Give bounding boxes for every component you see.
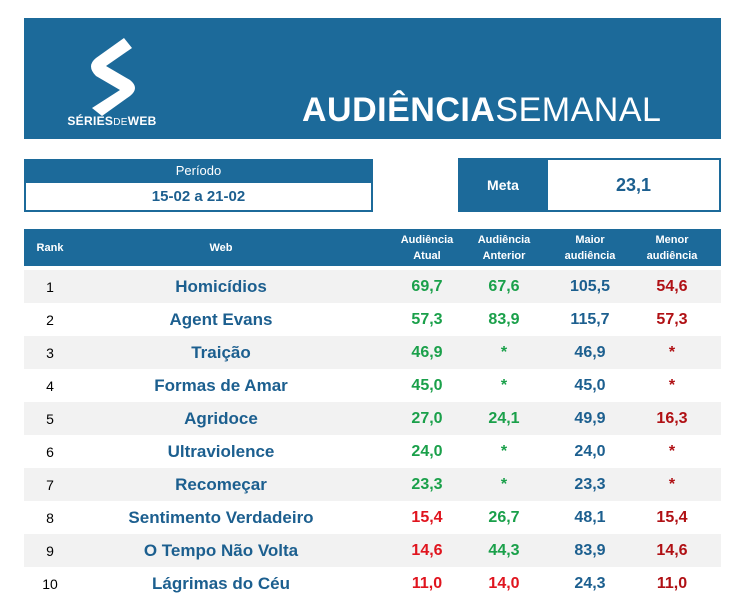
header-maior-audiencia: Maior audiência — [564, 233, 616, 262]
cell-rank: 7 — [46, 476, 54, 493]
header-audiencia-atual: Audiência Atual — [400, 233, 454, 262]
cell-audiencia-atual: 23,3 — [411, 475, 443, 493]
cell-menor-audiencia: * — [668, 376, 676, 394]
cell-menor-audiencia: 54,6 — [656, 277, 688, 295]
cell-menor-audiencia: 57,3 — [656, 310, 688, 328]
cell-audiencia-anterior: 26,7 — [488, 508, 520, 526]
logo-word-web: WEB — [127, 114, 157, 128]
cell-maior-audiencia: 45,0 — [574, 376, 606, 394]
cell-audiencia-atual: 45,0 — [411, 376, 443, 394]
cell-rank: 9 — [46, 542, 54, 559]
cell-menor-audiencia: 11,0 — [656, 574, 688, 592]
cell-maior-audiencia: 23,3 — [574, 475, 606, 493]
cell-audiencia-anterior: 83,9 — [488, 310, 520, 328]
meta-label: Meta — [487, 177, 519, 193]
cell-audiencia-atual: 46,9 — [411, 343, 443, 361]
cell-maior-audiencia: 105,5 — [569, 277, 611, 295]
title-light: SEMANAL — [495, 91, 662, 129]
page-title: AUDIÊNCIASEMANAL — [302, 91, 661, 130]
cell-web: Traição — [191, 342, 251, 362]
cell-audiencia-anterior: * — [500, 376, 508, 394]
cell-audiencia-anterior: 24,1 — [488, 409, 520, 427]
period-value: 15-02 a 21-02 — [26, 183, 371, 210]
logo-word-de: DE — [113, 117, 128, 128]
table-row: 3 Traição 46,9 * 46,9 * — [24, 336, 721, 369]
table-row: 6 Ultraviolence 24,0 * 24,0 * — [24, 435, 721, 468]
cell-maior-audiencia: 48,1 — [574, 508, 606, 526]
cell-audiencia-atual: 27,0 — [411, 409, 443, 427]
header-audiencia-anterior: Audiência Anterior — [477, 233, 531, 262]
cell-audiencia-anterior: * — [500, 343, 508, 361]
cell-maior-audiencia: 83,9 — [574, 541, 606, 559]
cell-web: Agent Evans — [169, 309, 273, 329]
cell-menor-audiencia: 16,3 — [656, 409, 688, 427]
cell-audiencia-anterior: 67,6 — [488, 277, 520, 295]
cell-audiencia-anterior: 14,0 — [488, 574, 520, 592]
logo-wordmark: SÉRIESDEWEB — [52, 114, 172, 128]
cell-web: Recomeçar — [175, 474, 267, 494]
cell-maior-audiencia: 24,3 — [574, 574, 606, 592]
table-row: 8 Sentimento Verdadeiro 15,4 26,7 48,1 1… — [24, 501, 721, 534]
cell-menor-audiencia: 14,6 — [656, 541, 688, 559]
cell-audiencia-atual: 57,3 — [411, 310, 443, 328]
header-banner: SÉRIESDEWEB AUDIÊNCIASEMANAL — [24, 18, 721, 139]
cell-rank: 3 — [46, 344, 54, 361]
cell-web: Lágrimas do Céu — [152, 573, 290, 593]
series-de-web-logo-icon — [91, 38, 135, 116]
cell-audiencia-atual: 14,6 — [411, 541, 443, 559]
cell-audiencia-anterior: * — [500, 442, 508, 460]
meta-value: 23,1 — [548, 160, 719, 210]
title-bold: AUDIÊNCIA — [302, 91, 496, 129]
cell-rank: 10 — [42, 575, 58, 592]
cell-audiencia-atual: 69,7 — [411, 277, 443, 295]
header-web: Web — [209, 241, 233, 254]
period-box: Período 15-02 a 21-02 — [24, 159, 373, 212]
cell-audiencia-anterior: * — [500, 475, 508, 493]
cell-audiencia-atual: 24,0 — [411, 442, 443, 460]
cell-menor-audiencia: * — [668, 442, 676, 460]
cell-web: Agridoce — [184, 408, 258, 428]
cell-audiencia-atual: 11,0 — [411, 574, 443, 592]
cell-audiencia-atual: 15,4 — [411, 508, 443, 526]
cell-maior-audiencia: 49,9 — [574, 409, 606, 427]
table-row: 10 Lágrimas do Céu 11,0 14,0 24,3 11,0 — [24, 567, 721, 600]
table-row: 7 Recomeçar 23,3 * 23,3 * — [24, 468, 721, 501]
cell-web: Ultraviolence — [167, 441, 275, 461]
cell-rank: 8 — [46, 509, 54, 526]
cell-rank: 2 — [46, 311, 54, 328]
table-row: 1 Homicídios 69,7 67,6 105,5 54,6 — [24, 270, 721, 303]
cell-menor-audiencia: 15,4 — [656, 508, 688, 526]
cell-web: Homicídios — [175, 276, 267, 296]
period-label: Período — [175, 163, 222, 178]
cell-maior-audiencia: 24,0 — [574, 442, 606, 460]
cell-web: Formas de Amar — [154, 375, 288, 395]
cell-maior-audiencia: 46,9 — [574, 343, 606, 361]
table-header: Rank Web Audiência Atual Audiência Anter… — [24, 229, 721, 266]
logo-word-series: SÉRIES — [67, 114, 114, 128]
cell-maior-audiencia: 115,7 — [570, 310, 610, 328]
cell-rank: 6 — [46, 443, 54, 460]
cell-audiencia-anterior: 44,3 — [488, 541, 520, 559]
header-rank: Rank — [36, 241, 64, 254]
meta-box: Meta 23,1 — [458, 158, 721, 212]
table-row: 4 Formas de Amar 45,0 * 45,0 * — [24, 369, 721, 402]
cell-menor-audiencia: * — [668, 343, 676, 361]
cell-menor-audiencia: * — [668, 475, 676, 493]
cell-rank: 1 — [46, 278, 54, 295]
cell-web: Sentimento Verdadeiro — [128, 507, 314, 527]
cell-rank: 5 — [46, 410, 54, 427]
cell-web: O Tempo Não Volta — [143, 540, 299, 560]
table-row: 9 O Tempo Não Volta 14,6 44,3 83,9 14,6 — [24, 534, 721, 567]
table-row: 5 Agridoce 27,0 24,1 49,9 16,3 — [24, 402, 721, 435]
header-menor-audiencia: Menor audiência — [646, 233, 698, 262]
table-row: 2 Agent Evans 57,3 83,9 115,7 57,3 — [24, 303, 721, 336]
cell-rank: 4 — [46, 377, 54, 394]
